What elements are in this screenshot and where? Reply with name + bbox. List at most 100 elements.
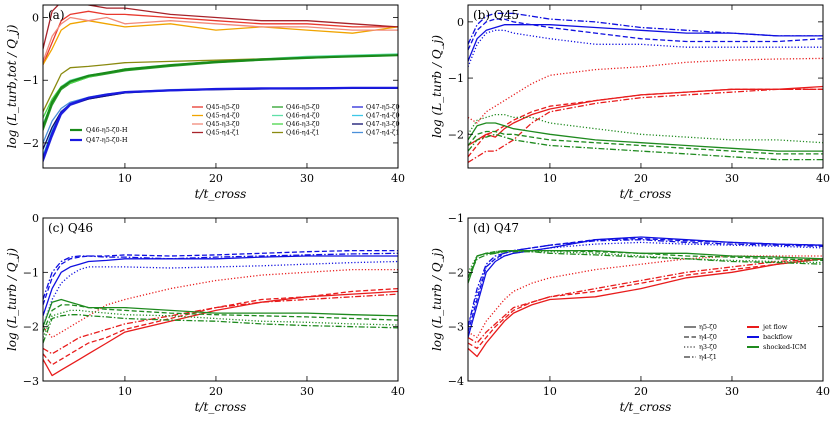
legend-label: Q47-η5-ζ0-H <box>86 136 128 144</box>
series-group <box>468 12 823 163</box>
series-line <box>43 287 398 366</box>
series-line <box>43 290 398 377</box>
panel-title: (d) Q47 <box>473 221 519 235</box>
panel-2: 10 20 30 40 0 −1 −2 t/t_cross log (L_turb / Q_j)… <box>430 4 830 201</box>
panel-title: (c) Q46 <box>48 221 93 235</box>
y-tick-label: −1 <box>448 212 464 225</box>
x-tick-label: 40 <box>816 172 830 185</box>
series-line <box>468 12 823 45</box>
series-line <box>468 18 823 51</box>
legend-label: η3-ζ0 <box>699 343 717 351</box>
legend-label: Q47-η5-ζ0 <box>366 103 400 111</box>
plot-frame <box>42 4 399 169</box>
y-tick-label: −3 <box>448 321 464 334</box>
x-tick-label: 10 <box>543 385 557 398</box>
legend-label: Q46-η5-ζ0 <box>286 103 320 111</box>
legend-label: Q45-η5-ζ0 <box>206 103 240 111</box>
legend-label: η4-ζ1 <box>699 353 717 361</box>
x-tick-label: 20 <box>209 385 223 398</box>
series-line <box>468 57 823 124</box>
y-tick-label: −2 <box>448 266 464 279</box>
series-line <box>43 293 398 355</box>
y-tick-label: 0 <box>32 212 39 225</box>
x-tick-label: 30 <box>725 385 739 398</box>
series-group <box>468 236 823 358</box>
series-group <box>43 5 398 162</box>
legend-label: Q46-η3-ζ0 <box>286 120 320 128</box>
legend-label: η4-ζ0 <box>699 333 717 341</box>
x-tick-label: 20 <box>634 385 648 398</box>
x-axis-label: t/t_cross <box>620 400 672 414</box>
series-line <box>468 24 823 62</box>
series-line <box>43 268 398 339</box>
x-axis-label: t/t_cross <box>620 187 672 201</box>
y-axis-label: log (L_turb / Q_j) <box>5 248 19 351</box>
series-line <box>468 88 823 163</box>
plot-frame <box>467 4 824 169</box>
series-line <box>43 20 398 65</box>
panel-title: (b) Q45 <box>473 8 519 22</box>
x-tick-label: 20 <box>209 172 223 185</box>
series-line <box>43 10 398 65</box>
series-line <box>43 309 398 338</box>
series-line <box>43 249 398 306</box>
legend-label: Q45-η4-ζ1 <box>206 129 240 137</box>
x-tick-label: 40 <box>391 172 405 185</box>
y-tick-label: 0 <box>457 16 464 29</box>
series-line <box>43 314 398 344</box>
x-tick-label: 10 <box>118 172 132 185</box>
legend-label: jet flow <box>762 323 788 331</box>
series-line <box>468 251 823 279</box>
series-line <box>468 122 823 152</box>
y-tick-label: −3 <box>23 375 39 388</box>
y-tick-label: −1 <box>23 74 39 87</box>
series-line <box>468 249 823 273</box>
series-line <box>43 304 398 333</box>
plot-frame <box>42 217 399 382</box>
y-axis-label: log (L_turb / Q_j) <box>430 35 444 138</box>
legend-label: Q46-η4-ζ1 <box>286 129 320 137</box>
legend-label: shocked-ICM <box>763 343 807 351</box>
y-tick-label: −2 <box>23 137 39 150</box>
plot-frame <box>467 217 824 382</box>
legend-label: backflow <box>763 333 793 341</box>
x-tick-label: 30 <box>300 385 314 398</box>
y-axis-label: log (L_turb,tot / Q_j) <box>5 24 19 148</box>
y-axis-label: log (L_turb / Q_j) <box>430 248 444 351</box>
y-tick-label: −1 <box>23 266 39 279</box>
legend-label: Q46-η4-ζ0 <box>286 112 320 120</box>
panel-3: 10 20 30 40 0 −1 −2 −3 t/t_cross log (L_turb / Q_… <box>5 212 405 414</box>
series-line <box>468 239 823 327</box>
y-tick-label: −4 <box>448 375 464 388</box>
series-line <box>468 130 823 155</box>
series-group <box>43 249 398 377</box>
series-line <box>468 258 823 358</box>
series-line <box>43 255 398 317</box>
series-line <box>468 133 823 161</box>
panel-title: (a) <box>48 8 65 22</box>
series-line <box>43 5 398 50</box>
x-tick-label: 20 <box>634 172 648 185</box>
x-tick-label: 30 <box>300 172 314 185</box>
legend-label: Q47-η4-ζ1 <box>366 129 400 137</box>
y-tick-label: −1 <box>448 72 464 85</box>
x-axis-label: t/t_cross <box>195 400 247 414</box>
y-tick-label: −2 <box>23 321 39 334</box>
x-tick-label: 40 <box>816 385 830 398</box>
legend-label: Q47-η3-ζ0 <box>366 120 400 128</box>
legend-label: Q45-η4-ζ0 <box>206 112 240 120</box>
panel-1: 10 20 30 40 0 −1 −2 t/t_cross log (L_turb,tot / … <box>5 4 405 201</box>
series-line <box>43 54 398 128</box>
series-line <box>43 298 398 327</box>
series-line <box>43 16 398 62</box>
legend-label: Q46-η5-ζ0-H <box>86 126 128 134</box>
panel-4: 10 20 30 40 −1 −2 −3 −4 t/t_cross log (L_turb / Q… <box>430 212 830 414</box>
y-tick-label: 0 <box>32 12 39 25</box>
legend-label: Q45-η3-ζ0 <box>206 120 240 128</box>
series-line <box>468 258 823 344</box>
y-tick-label: −2 <box>448 128 464 141</box>
series-line <box>43 86 398 159</box>
series-line <box>468 29 823 68</box>
